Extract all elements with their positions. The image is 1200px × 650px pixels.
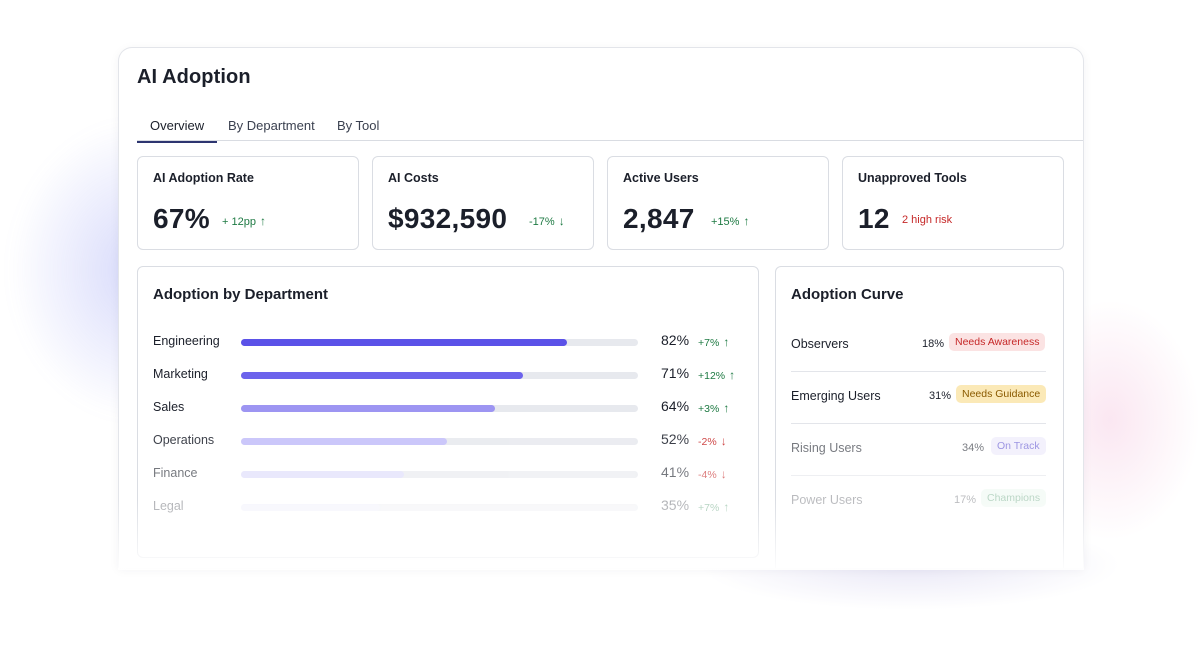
department-row: Operations 52% -2% ↓	[153, 431, 743, 451]
department-row: Legal 35% +7% ↑	[153, 497, 743, 517]
department-label: Legal	[153, 499, 184, 513]
department-delta: +3% ↑	[698, 401, 729, 415]
adoption-bar-track	[241, 339, 638, 346]
metric-card-ai-costs: AI Costs $932,590 -17% ↓	[372, 156, 594, 250]
arrow-down-icon: ↓	[720, 434, 727, 448]
curve-row: Emerging Users 31% Needs Guidance	[791, 371, 1047, 424]
metric-delta: +15% ↑	[711, 214, 749, 228]
department-delta-text: +7%	[698, 502, 720, 514]
tab-by-department[interactable]: By Department	[228, 118, 315, 133]
status-badge: On Track	[991, 437, 1046, 455]
adoption-bar-fill	[241, 438, 448, 445]
department-percent: 52%	[661, 431, 690, 447]
metric-delta: -17% ↓	[529, 214, 565, 228]
department-percent: 71%	[661, 365, 690, 381]
department-label: Engineering	[153, 334, 220, 348]
curve-label: Emerging Users	[791, 389, 881, 403]
department-delta-text: +3%	[698, 403, 720, 415]
section-title: Adoption Curve	[791, 286, 904, 303]
department-percent: 35%	[661, 497, 690, 513]
curve-label: Power Users	[791, 493, 863, 507]
adoption-by-department-card: Adoption by Department Engineering 82% +…	[137, 266, 759, 558]
department-delta-text: +7%	[698, 337, 720, 349]
adoption-bar-fill	[241, 504, 380, 511]
adoption-bar-track	[241, 438, 638, 445]
status-badge: Needs Awareness	[949, 333, 1046, 351]
metric-title: Active Users	[623, 171, 699, 185]
department-delta: +7% ↑	[698, 500, 729, 514]
arrow-up-icon: ↑	[729, 368, 736, 382]
department-label: Sales	[153, 400, 185, 414]
arrow-up-icon: ↑	[723, 335, 730, 349]
adoption-bar-fill	[241, 405, 496, 412]
metric-title: AI Costs	[388, 171, 439, 185]
department-delta: -4% ↓	[698, 467, 727, 481]
department-row: Finance 41% -4% ↓	[153, 464, 743, 484]
arrow-up-icon: ↑	[259, 214, 266, 228]
status-badge: Needs Guidance	[956, 385, 1047, 403]
department-row: Engineering 82% +7% ↑	[153, 332, 743, 352]
curve-percent: 18%	[922, 338, 945, 350]
arrow-up-icon: ↑	[743, 214, 750, 228]
department-delta-text: -4%	[698, 469, 717, 481]
page-title: AI Adoption	[137, 66, 251, 88]
adoption-bar-fill	[241, 471, 404, 478]
metric-delta-text: + 12pp	[222, 216, 256, 228]
curve-row: Observers 18% Needs Awareness	[791, 319, 1046, 372]
department-delta: +12% ↑	[698, 368, 735, 382]
section-title: Adoption by Department	[153, 286, 328, 303]
status-badge: Champions	[981, 489, 1047, 507]
metric-risk-note: 2 high risk	[902, 214, 953, 226]
adoption-bar-fill	[241, 339, 567, 346]
curve-label: Observers	[791, 337, 849, 351]
tab-by-tool[interactable]: By Tool	[337, 118, 380, 133]
department-label: Operations	[153, 433, 215, 447]
metric-title: Unapproved Tools	[858, 171, 967, 185]
department-percent: 82%	[661, 332, 690, 348]
metric-value: 67%	[153, 203, 210, 234]
metric-delta: + 12pp ↑	[222, 214, 266, 228]
metric-card-unapproved-tools: Unapproved Tools 12 2 high risk	[842, 156, 1064, 250]
curve-percent: 31%	[929, 390, 952, 402]
tab-overview[interactable]: Overview	[137, 118, 218, 143]
metric-value: 12	[858, 203, 890, 234]
department-delta: +7% ↑	[698, 335, 729, 349]
curve-label: Rising Users	[791, 441, 862, 455]
arrow-down-icon: ↓	[720, 467, 727, 481]
arrow-down-icon: ↓	[558, 214, 565, 228]
curve-percent: 34%	[962, 442, 985, 454]
department-row: Marketing 71% +12% ↑	[153, 365, 743, 385]
metric-title: AI Adoption Rate	[153, 171, 254, 185]
department-delta-text: +12%	[698, 370, 726, 382]
adoption-curve-card: Adoption Curve Observers 18% Needs Aware…	[775, 266, 1064, 568]
tab-bar: Overview By Department By Tool	[137, 114, 1083, 143]
metric-card-adoption-rate: AI Adoption Rate 67% + 12pp ↑	[137, 156, 359, 250]
department-delta: -2% ↓	[698, 434, 727, 448]
department-percent: 41%	[661, 464, 690, 480]
adoption-bar-track	[241, 504, 638, 511]
curve-row: Rising Users 34% On Track	[791, 423, 1046, 476]
arrow-up-icon: ↑	[723, 401, 730, 415]
department-delta-text: -2%	[698, 436, 717, 448]
department-label: Marketing	[153, 367, 208, 381]
adoption-bar-fill	[241, 372, 523, 379]
department-label: Finance	[153, 466, 198, 480]
arrow-up-icon: ↑	[723, 500, 730, 514]
department-percent: 64%	[661, 398, 690, 414]
metric-delta-text: +15%	[711, 216, 740, 228]
curve-percent: 17%	[954, 494, 977, 506]
adoption-bar-track	[241, 405, 638, 412]
metric-value: 2,847	[623, 203, 695, 234]
metric-card-active-users: Active Users 2,847 +15% ↑	[607, 156, 829, 250]
department-row: Sales 64% +3% ↑	[153, 398, 743, 418]
metric-delta-text: -17%	[529, 216, 555, 228]
metric-value: $932,590	[388, 203, 508, 234]
dashboard-panel: AI Adoption Overview By Department By To…	[118, 47, 1084, 568]
adoption-bar-track	[241, 471, 638, 478]
adoption-bar-track	[241, 372, 638, 379]
curve-row: Power Users 17% Champions	[791, 475, 1047, 527]
